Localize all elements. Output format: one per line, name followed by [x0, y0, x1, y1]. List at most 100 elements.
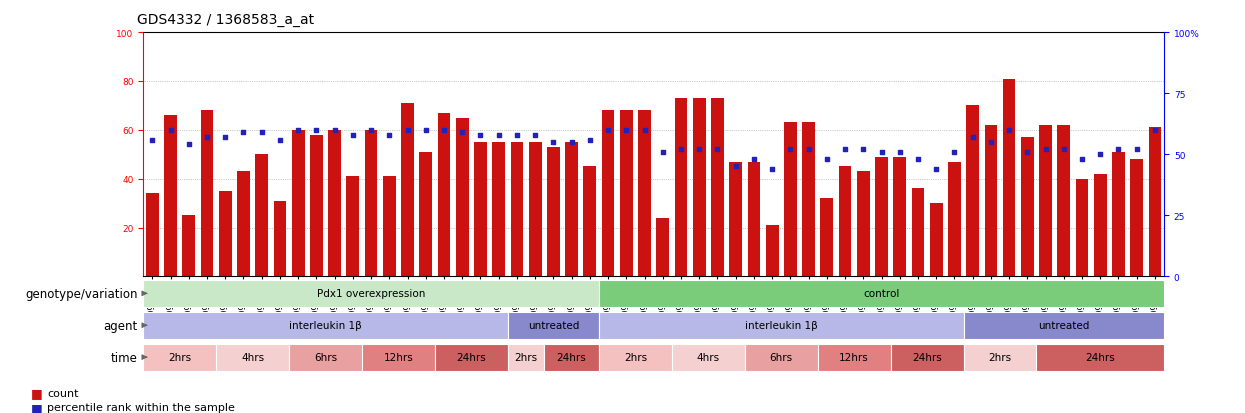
Bar: [766, 225, 778, 277]
Text: 24hrs: 24hrs: [1086, 352, 1116, 362]
FancyBboxPatch shape: [544, 344, 599, 370]
Bar: [1021, 138, 1033, 277]
Text: 2hrs: 2hrs: [514, 352, 538, 362]
Bar: [565, 143, 578, 277]
Bar: [365, 131, 377, 277]
Bar: [620, 111, 632, 277]
Bar: [291, 131, 305, 277]
Point: [1072, 157, 1092, 163]
Text: untreated: untreated: [528, 320, 579, 330]
Point: [489, 132, 509, 139]
Point: [1000, 127, 1020, 134]
Point: [616, 127, 636, 134]
Text: interleukin 1β: interleukin 1β: [289, 320, 362, 330]
Point: [251, 130, 271, 136]
Point: [361, 127, 381, 134]
Text: ■: ■: [31, 386, 42, 399]
Point: [270, 137, 290, 144]
Point: [179, 142, 199, 148]
Point: [762, 166, 782, 173]
Bar: [529, 143, 542, 277]
Bar: [164, 116, 177, 277]
Bar: [747, 162, 761, 277]
FancyBboxPatch shape: [143, 280, 599, 307]
Point: [197, 135, 217, 141]
Point: [435, 127, 454, 134]
Point: [142, 137, 162, 144]
Bar: [346, 177, 360, 277]
FancyBboxPatch shape: [143, 312, 508, 339]
Bar: [420, 152, 432, 277]
Text: 24hrs: 24hrs: [457, 352, 487, 362]
Point: [798, 147, 818, 153]
Bar: [1002, 79, 1016, 277]
Point: [671, 147, 691, 153]
Text: 2hrs: 2hrs: [624, 352, 647, 362]
Bar: [985, 126, 997, 277]
Point: [890, 149, 910, 156]
Bar: [146, 194, 158, 277]
Bar: [839, 167, 852, 277]
Bar: [456, 118, 468, 277]
Bar: [711, 99, 723, 277]
FancyBboxPatch shape: [890, 344, 964, 370]
Text: genotype/variation: genotype/variation: [25, 287, 138, 300]
Bar: [1112, 152, 1125, 277]
Bar: [1130, 160, 1143, 277]
Bar: [1040, 126, 1052, 277]
Bar: [730, 162, 742, 277]
Bar: [947, 162, 961, 277]
Point: [580, 137, 600, 144]
Bar: [329, 131, 341, 277]
Bar: [255, 155, 268, 277]
FancyBboxPatch shape: [599, 344, 672, 370]
FancyBboxPatch shape: [964, 344, 1037, 370]
Point: [1036, 147, 1056, 153]
Bar: [1094, 174, 1107, 277]
Bar: [820, 199, 833, 277]
Point: [707, 147, 727, 153]
Point: [416, 127, 436, 134]
Point: [853, 147, 873, 153]
Point: [598, 127, 618, 134]
Point: [1091, 152, 1111, 158]
Text: percentile rank within the sample: percentile rank within the sample: [47, 402, 235, 412]
Bar: [474, 143, 487, 277]
Bar: [784, 123, 797, 277]
Bar: [802, 123, 815, 277]
Point: [908, 157, 928, 163]
Bar: [383, 177, 396, 277]
Point: [817, 157, 837, 163]
Text: Pdx1 overexpression: Pdx1 overexpression: [317, 289, 426, 299]
Bar: [219, 192, 232, 277]
Point: [781, 147, 801, 153]
Text: 24hrs: 24hrs: [913, 352, 942, 362]
Bar: [437, 114, 451, 277]
Point: [1127, 147, 1147, 153]
Point: [561, 140, 581, 146]
Text: 12hrs: 12hrs: [839, 352, 869, 362]
Text: GDS4332 / 1368583_a_at: GDS4332 / 1368583_a_at: [137, 13, 314, 27]
FancyBboxPatch shape: [143, 344, 217, 370]
Bar: [547, 147, 560, 277]
FancyBboxPatch shape: [508, 312, 599, 339]
Point: [342, 132, 362, 139]
Text: 4hrs: 4hrs: [697, 352, 720, 362]
Point: [525, 132, 545, 139]
Text: ■: ■: [31, 401, 42, 413]
FancyBboxPatch shape: [217, 344, 289, 370]
Point: [726, 164, 746, 170]
Text: control: control: [863, 289, 900, 299]
FancyBboxPatch shape: [362, 344, 435, 370]
FancyBboxPatch shape: [964, 312, 1164, 339]
Bar: [675, 99, 687, 277]
Point: [981, 140, 1001, 146]
Text: 2hrs: 2hrs: [989, 352, 1012, 362]
FancyBboxPatch shape: [289, 344, 362, 370]
Point: [1017, 149, 1037, 156]
Bar: [966, 106, 979, 277]
Bar: [1076, 179, 1088, 277]
Point: [1145, 127, 1165, 134]
Point: [962, 135, 982, 141]
Bar: [1149, 128, 1162, 277]
